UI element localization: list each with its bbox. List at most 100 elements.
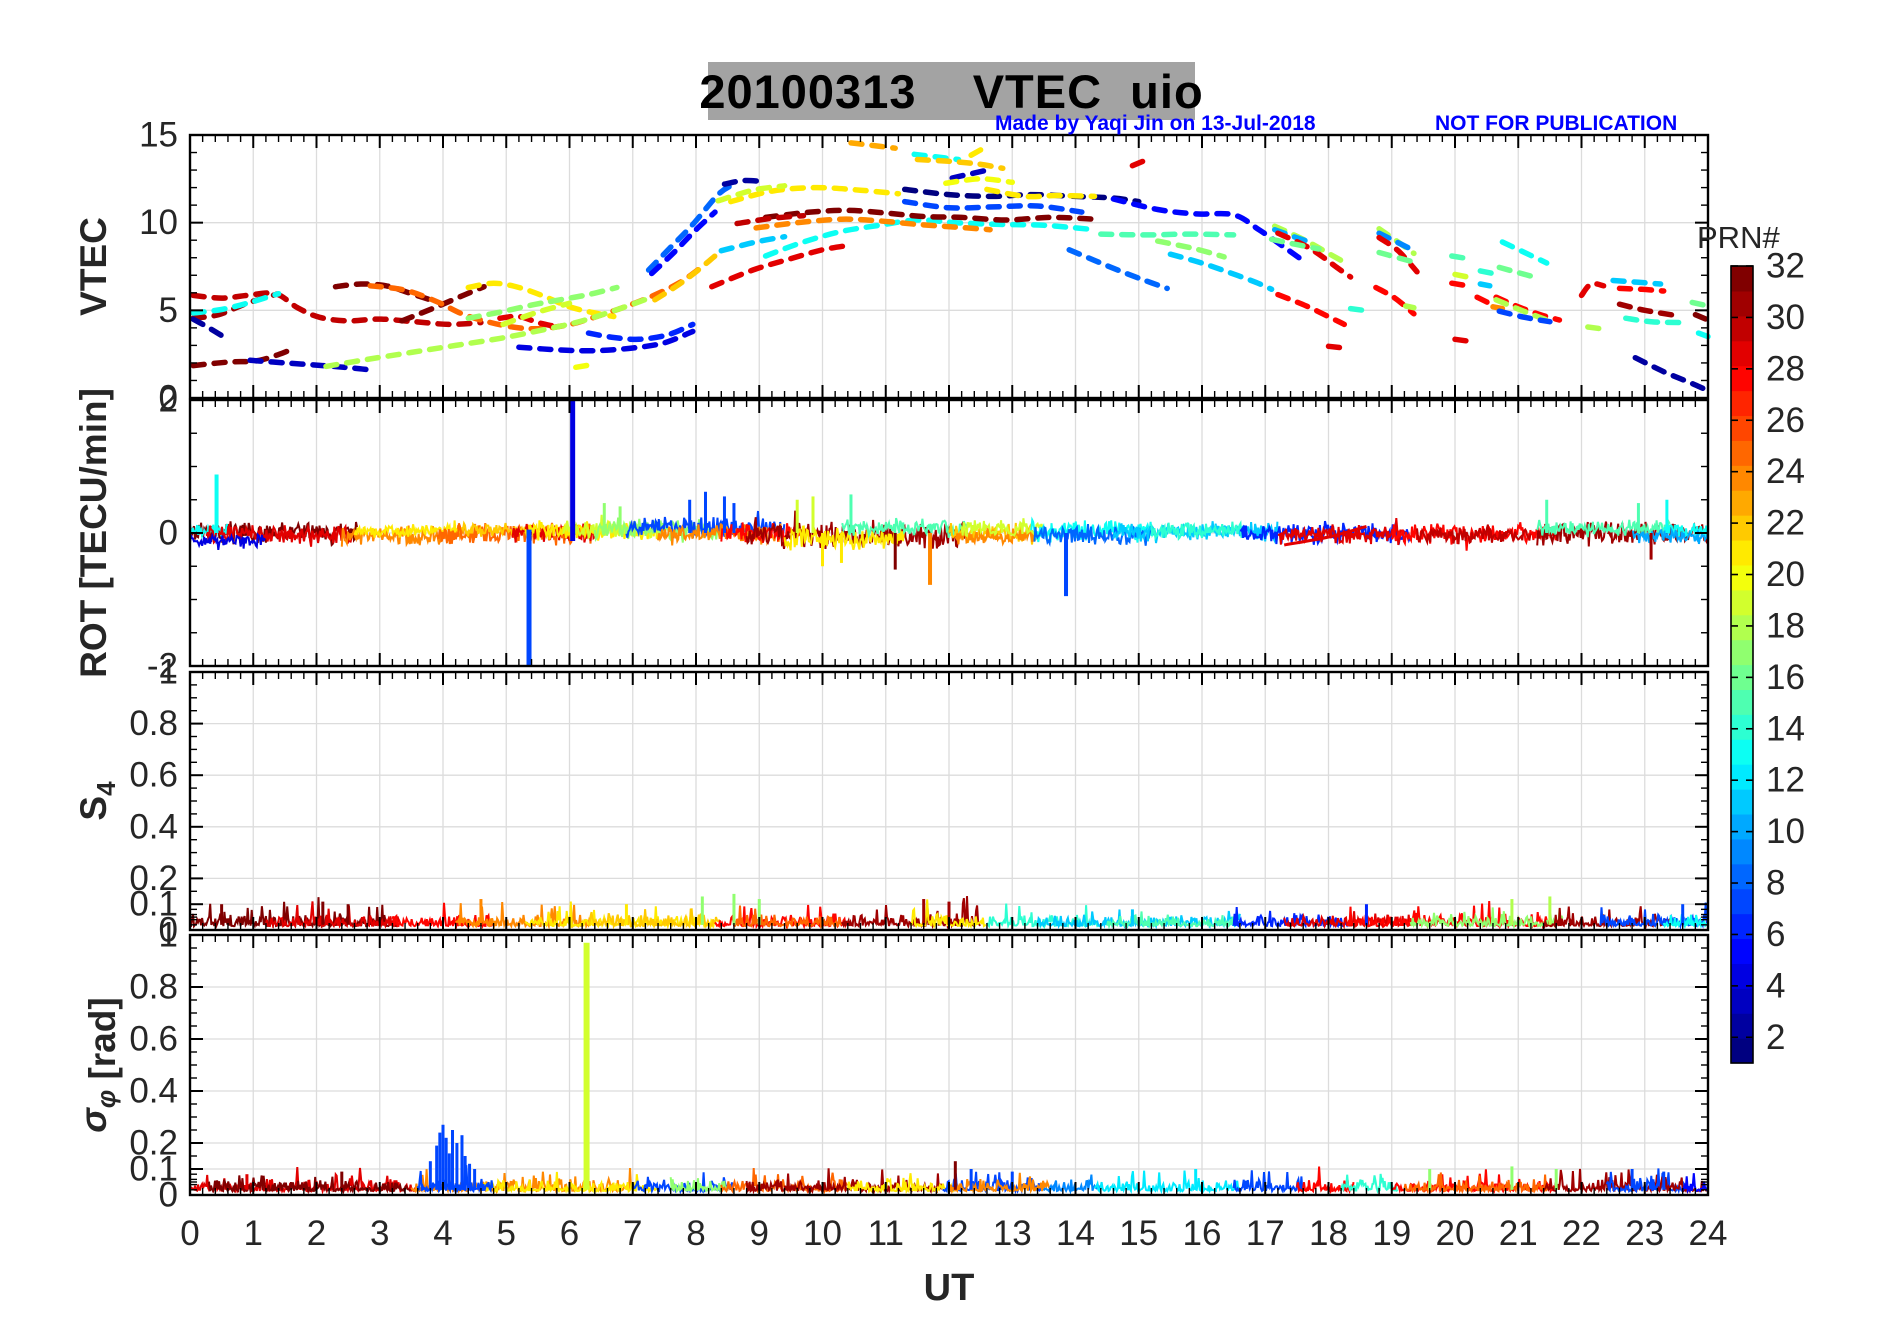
vtec-arc-prn3 — [949, 168, 987, 181]
sigma-noise-prn25 — [1403, 1172, 1550, 1195]
ytick-label-rot: -2 — [147, 647, 178, 686]
colorbar-tick-label: 14 — [1766, 709, 1805, 748]
sigma-noise-prn12 — [1093, 1170, 1241, 1195]
vtec-series — [190, 140, 1711, 392]
colorbar-tick-label: 12 — [1766, 761, 1805, 800]
xtick-label: 1 — [244, 1214, 263, 1253]
vtec-arc-prn30 — [734, 212, 807, 227]
s4-noise-prn29 — [264, 901, 400, 929]
axes — [188, 133, 1710, 1197]
xtick-label: 18 — [1309, 1214, 1348, 1253]
vtec-arc-prn32 — [1692, 311, 1711, 323]
panel-vtec — [188, 133, 1710, 400]
ylabel-s4: S4 — [73, 781, 121, 821]
vtec-arc-prn29 — [1376, 234, 1420, 275]
ytick-label-rot: 0 — [159, 514, 178, 553]
vtec-arc-prn28 — [1474, 294, 1496, 308]
vtec-arc-prn1 — [901, 186, 1142, 205]
rot-series — [189, 400, 1709, 666]
xtick-label: 0 — [180, 1214, 199, 1253]
ytick-label-sigma: 0.6 — [129, 1020, 178, 1059]
vtec-arc-prn16 — [1376, 249, 1414, 264]
vtec-arc-prn6 — [585, 321, 696, 343]
ytick-label-rot: 2 — [159, 381, 178, 420]
vtec-arc-prn13 — [911, 151, 962, 163]
annotation-made-by: Made by Yaqi Jin on 13-Jul-2018 — [995, 112, 1316, 135]
annotation-not-for-publication: NOT FOR PUBLICATION — [1435, 112, 1678, 135]
ytick-label-s4: 0.2 — [129, 859, 178, 898]
ytick-label-sigma: 0 — [159, 1176, 178, 1215]
xtick-label: 11 — [868, 1214, 904, 1253]
xtick-label: 22 — [1562, 1214, 1601, 1253]
vtec-arc-prn13 — [190, 290, 282, 316]
panel-sigma — [188, 933, 1710, 1197]
vtec-arc-prn32 — [399, 283, 487, 324]
vtec-arc-prn7 — [1496, 308, 1553, 325]
xtick-label: 15 — [1119, 1214, 1158, 1253]
xtick-label: 19 — [1372, 1214, 1411, 1253]
xtick-label: 20 — [1436, 1214, 1475, 1253]
vtec-arc-prn29 — [1452, 336, 1477, 345]
vtec-arc-prn21 — [984, 186, 1098, 200]
rot-line-prn29 — [1283, 524, 1367, 547]
rot-noise-prn8 — [1033, 523, 1152, 548]
vtec-arc-prn18 — [323, 294, 655, 370]
vtec-arc-prn17 — [1154, 238, 1227, 260]
vtec-arc-prn8 — [1066, 247, 1170, 292]
xtick-label: 2 — [307, 1214, 326, 1253]
vtec-arc-prn15 — [1098, 231, 1237, 238]
vtec-arc-prn29 — [1275, 230, 1354, 280]
xtick-label: 24 — [1689, 1214, 1728, 1253]
vtec-arc-prn2 — [721, 177, 766, 187]
vtec-arc-prn28 — [1275, 291, 1348, 328]
vtec-arc-prn11 — [1167, 251, 1275, 293]
vtec-arc-prn13 — [762, 217, 1098, 259]
vtec-arc-prn20 — [943, 176, 1016, 186]
ytick-label-sigma: 0.8 — [129, 968, 178, 1007]
vtec-arc-prn5 — [648, 209, 718, 277]
xtick-label: 16 — [1183, 1214, 1222, 1253]
colorbar-tick-label: 8 — [1766, 864, 1785, 903]
colorbar-tick-label: 26 — [1766, 401, 1805, 440]
vtec-arc-prn19 — [715, 183, 788, 204]
colorbar-tick-label: 30 — [1766, 298, 1805, 337]
vtec-arc-prn15 — [1449, 253, 1471, 262]
rot-noise-prn10 — [1632, 526, 1709, 545]
vtec-arc-prn19 — [500, 300, 573, 328]
rot-noise-prn19 — [960, 518, 1045, 538]
vtec-arc-prn23 — [848, 140, 898, 151]
colorbar-tick-label: 6 — [1766, 915, 1785, 954]
vtec-arc-prn31 — [1616, 301, 1680, 319]
colorbar-tick-label: 16 — [1766, 658, 1805, 697]
sigma-noise-prn17 — [669, 1177, 729, 1194]
vtec-arc-prn24 — [753, 216, 993, 233]
xlabel-ut: UT — [924, 1267, 975, 1309]
s4-noise-prn17 — [1409, 907, 1564, 930]
vtec-arc-prn24 — [1490, 304, 1506, 312]
colorbar-tick-label: 28 — [1766, 349, 1805, 388]
vtec-arc-prn29 — [1129, 157, 1148, 169]
ytick-label-sigma: 0.1 — [129, 1150, 178, 1189]
ylabel-vtec: VTEC — [73, 217, 114, 316]
sigma-noise-prn28 — [1295, 1166, 1355, 1195]
rot-noise-prn30 — [1416, 524, 1532, 547]
vtec-arc-prn29 — [1578, 280, 1607, 299]
vtec-arc-prn9 — [1376, 230, 1414, 252]
ytick-label-sigma: 0.4 — [129, 1072, 178, 1111]
rot-noise-prn14 — [1150, 520, 1247, 542]
vtec-arc-prn16 — [1268, 236, 1322, 252]
vtec-arc-prn29 — [1325, 343, 1348, 351]
vtec-arc-prn13 — [1695, 330, 1711, 340]
ylabel-rot: ROT [TECU/min] — [73, 388, 114, 678]
vtec-arc-prn13 — [1499, 239, 1550, 266]
ytick-label-vtec: 0 — [159, 379, 178, 418]
xtick-label: 17 — [1246, 1214, 1285, 1253]
rot-noise-prn24 — [954, 523, 1038, 547]
xtick-label: 10 — [803, 1214, 842, 1253]
rot-noise-prn13 — [1663, 523, 1709, 538]
ytick-label-sigma: 0.2 — [129, 1124, 178, 1163]
xtick-label: 9 — [750, 1214, 769, 1253]
ytick-label-s4: 1 — [159, 653, 178, 692]
ylabel-sigma: σφ [rad] — [73, 997, 123, 1132]
